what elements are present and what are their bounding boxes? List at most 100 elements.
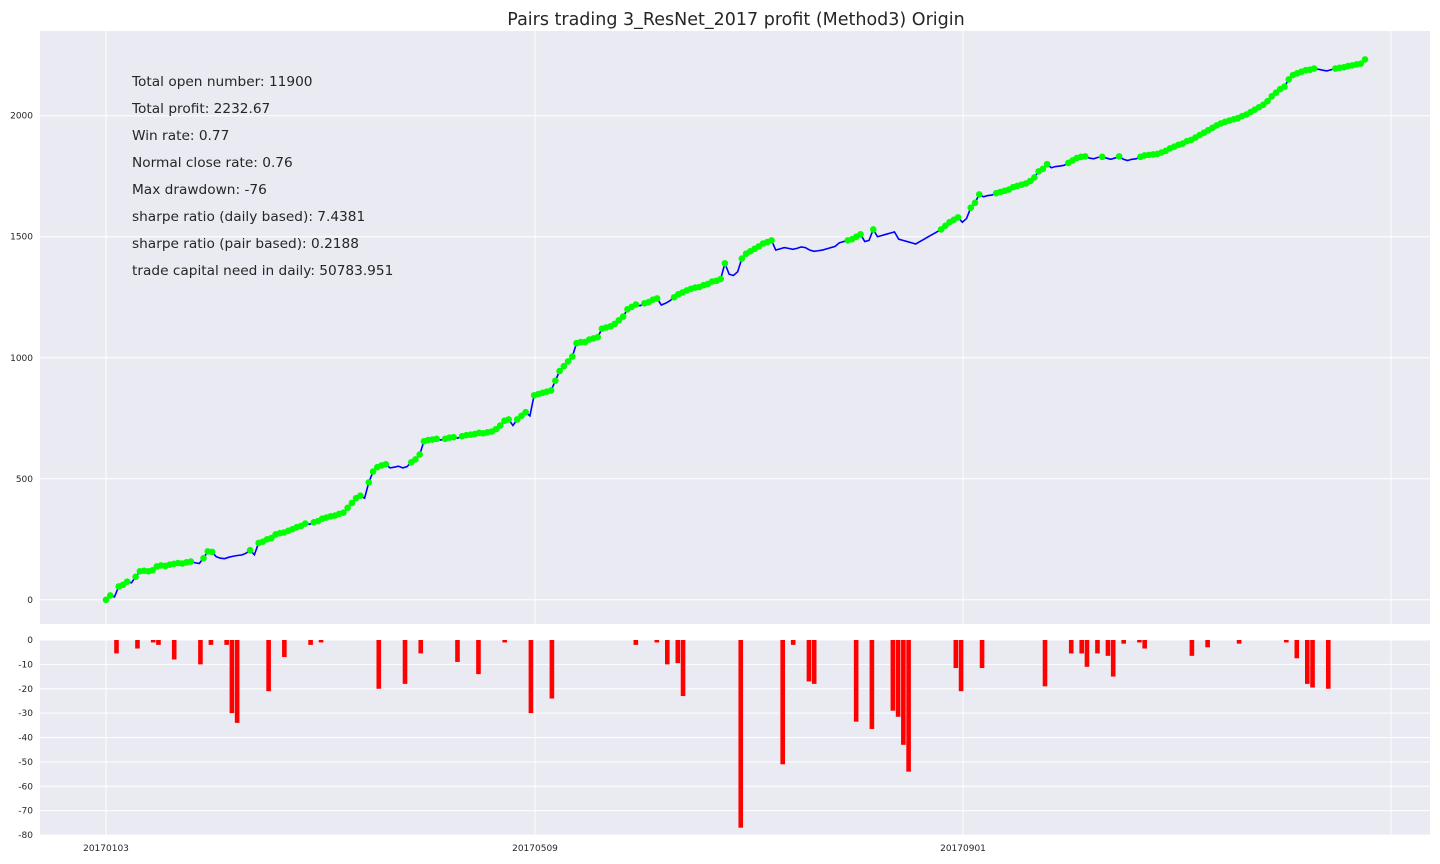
profit-gridlines — [40, 31, 1430, 624]
drawdown-bar — [418, 640, 424, 654]
profit-marker — [208, 548, 216, 556]
profit-marker — [149, 566, 156, 574]
profit-marker — [1357, 60, 1365, 67]
drawdown-y-tick-label: -10 — [18, 660, 33, 670]
drawdown-bar — [811, 640, 817, 684]
profit-marker — [619, 313, 627, 320]
stats-line: Normal close rate: 0.76 — [132, 155, 293, 171]
profit-marker — [1281, 83, 1288, 90]
x-tick-label: 20170509 — [512, 844, 558, 854]
profit-marker — [1031, 174, 1038, 181]
profit-y-tick-label: 2000 — [10, 112, 33, 122]
drawdown-bar — [738, 640, 744, 828]
profit-marker — [369, 468, 377, 475]
stats-line: sharpe ratio (daily based): 7.4381 — [132, 209, 365, 225]
drawdown-bar — [979, 640, 985, 669]
drawdown-bar — [953, 640, 959, 669]
drawdown-bar — [1079, 640, 1085, 654]
profit-marker — [1310, 65, 1318, 72]
drawdown-y-tick-label: -70 — [18, 807, 33, 817]
drawdown-y-tick-label: -50 — [18, 758, 33, 768]
profit-marker — [123, 578, 131, 585]
profit-marker — [869, 226, 877, 233]
profit-plot-area — [40, 31, 1430, 624]
stats-annotation: Total open number: 11900 Total profit: 22… — [131, 74, 393, 279]
drawdown-bar — [790, 640, 796, 645]
drawdown-bar — [633, 640, 639, 645]
drawdown-bar — [901, 640, 906, 745]
profit-marker — [382, 460, 390, 468]
stats-line: Total open number: 11900 — [131, 74, 313, 90]
drawdown-bar — [1042, 640, 1048, 687]
drawdown-bar — [675, 640, 681, 664]
drawdown-bar — [665, 640, 670, 665]
drawdown-bar — [1325, 640, 1331, 689]
drawdown-bar — [156, 640, 161, 645]
drawdown-bar — [549, 640, 555, 699]
profit-marker — [547, 387, 555, 394]
drawdown-gridlines — [40, 639, 1430, 836]
drawdown-bar — [895, 640, 901, 717]
stats-line: Win rate: 0.77 — [132, 128, 229, 144]
drawdown-bar — [890, 640, 896, 711]
drawdown-bar — [958, 640, 964, 692]
profit-marker — [132, 573, 139, 581]
drawdown-bar — [1294, 640, 1300, 659]
drawdown-bar — [1121, 640, 1126, 644]
profit-marker — [721, 260, 729, 267]
profit-y-tick-label: 1000 — [10, 354, 33, 364]
x-tick-label: 20170901 — [940, 844, 986, 854]
drawdown-bar — [906, 640, 911, 772]
drawdown-bar — [1110, 640, 1116, 677]
profit-marker — [564, 358, 572, 365]
profit-marker — [1285, 76, 1292, 83]
drawdown-bar — [806, 640, 812, 682]
profit-marker — [522, 408, 529, 416]
profit-y-tick-labels: 0 500 1000 1500 2000 — [10, 112, 33, 606]
drawdown-x-tick-labels: 20170103 20170509 20170901 — [83, 844, 986, 854]
profit-marker — [560, 362, 568, 370]
profit-marker — [975, 191, 983, 198]
profit-marker — [365, 479, 373, 486]
profit-series-markers — [102, 56, 1369, 604]
drawdown-bar — [224, 640, 229, 645]
profit-marker — [187, 558, 195, 565]
profit-marker — [416, 451, 423, 458]
drawdown-bar — [376, 640, 382, 689]
drawdown-bar — [869, 640, 875, 729]
profit-y-tick-label: 500 — [16, 475, 33, 485]
drawdown-bar — [780, 640, 786, 765]
profit-marker — [556, 367, 563, 375]
drawdown-bar — [114, 640, 119, 654]
profit-marker — [301, 520, 309, 527]
drawdown-bar — [229, 640, 235, 714]
profit-marker — [954, 214, 962, 221]
profit-marker — [632, 301, 640, 308]
profit-marker — [357, 492, 364, 500]
drawdown-bar — [654, 640, 660, 643]
drawdown-y-tick-label: -80 — [18, 831, 33, 841]
profit-marker — [1098, 153, 1106, 161]
drawdown-bar — [476, 640, 481, 675]
drawdown-bar — [528, 640, 534, 714]
profit-marker — [1043, 160, 1051, 168]
profit-marker — [246, 546, 254, 554]
profit-marker — [1361, 56, 1369, 63]
profit-marker — [1081, 153, 1089, 160]
drawdown-bar — [208, 640, 214, 645]
drawdown-bar — [1236, 640, 1242, 644]
profit-marker — [348, 499, 356, 507]
profit-marker — [967, 204, 975, 211]
drawdown-bar — [1310, 640, 1315, 688]
profit-y-tick-label: 0 — [27, 596, 33, 606]
drawdown-bar — [402, 640, 408, 684]
profit-marker — [340, 509, 347, 516]
drawdown-bar — [1305, 640, 1310, 684]
stats-line: trade capital need in daily: 50783.951 — [132, 263, 393, 279]
profit-marker — [569, 353, 576, 360]
profit-marker — [768, 237, 775, 244]
drawdown-y-tick-label: 0 — [27, 636, 33, 646]
drawdown-bar — [1205, 640, 1210, 648]
profit-marker — [412, 456, 419, 463]
